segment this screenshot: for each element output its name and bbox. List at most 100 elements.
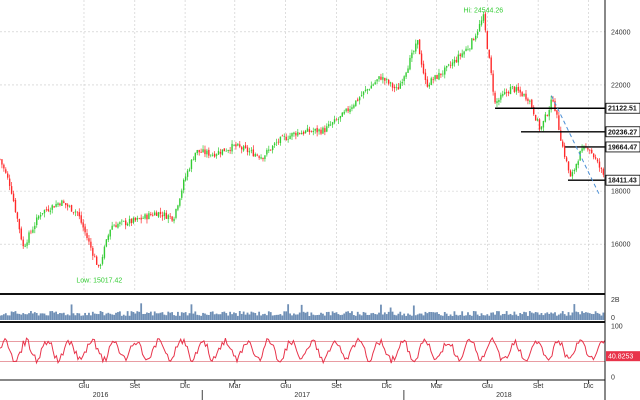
volume-bar	[190, 304, 193, 320]
candle-body	[434, 75, 436, 80]
price-grid	[0, 0, 605, 292]
candle-body	[51, 205, 53, 210]
candle-body	[90, 241, 92, 248]
volume-bar	[579, 314, 582, 320]
candle-body	[502, 94, 504, 96]
candle-body	[331, 122, 334, 125]
volume-bar	[184, 312, 187, 320]
volume-bar	[426, 313, 429, 320]
volume-y-axis: 2B 0	[611, 297, 620, 322]
candle-body	[65, 203, 67, 206]
candle-body	[268, 149, 270, 151]
volume-bar	[186, 315, 189, 320]
candle-body	[488, 49, 490, 58]
volume-bar	[8, 315, 11, 320]
candle-body	[287, 139, 289, 140]
volume-bar	[103, 315, 106, 320]
candle-body	[184, 176, 187, 181]
volume-bar	[600, 315, 603, 320]
candle-body	[386, 79, 388, 81]
volume-bar	[14, 311, 17, 320]
candle-body	[260, 157, 262, 159]
candle-body	[463, 51, 465, 55]
volume-bar	[407, 313, 409, 320]
volume-bar	[434, 312, 437, 320]
candle-body	[244, 145, 247, 148]
volume-bar	[157, 313, 160, 320]
level-label: 18411.43	[608, 178, 637, 185]
volume-bar	[490, 312, 493, 320]
volume-bar	[486, 314, 489, 320]
volume-bar	[397, 313, 400, 320]
candle-body	[349, 109, 351, 113]
volume-bar	[331, 311, 334, 320]
volume-bar	[93, 313, 96, 320]
candle-body	[210, 154, 212, 156]
candle-body	[5, 169, 7, 173]
candle-body	[602, 169, 605, 175]
oscillator-panel: 100 0 40.8253	[0, 324, 640, 382]
volume-bar	[238, 311, 241, 320]
volume-bar	[167, 311, 170, 320]
volume-bar	[465, 315, 467, 320]
volume-bar	[409, 314, 411, 320]
volume-bar	[496, 311, 498, 320]
volume-bar	[175, 315, 177, 320]
candle-body	[63, 201, 65, 203]
volume-bar	[91, 311, 94, 320]
candle-body	[273, 143, 276, 146]
volume-bar	[95, 313, 98, 320]
volume-bar	[592, 314, 595, 320]
volume-bar	[540, 312, 543, 320]
volume-bar	[236, 315, 239, 320]
candle-body	[94, 256, 96, 258]
candle-body	[150, 213, 152, 215]
candle-body	[26, 242, 28, 246]
volume-bar	[76, 313, 79, 320]
volume-bar	[550, 312, 553, 320]
candle-body	[587, 148, 589, 150]
candle-body	[270, 149, 272, 151]
candle-body	[200, 151, 202, 153]
volume-bar	[277, 314, 280, 320]
volume-bar	[134, 313, 137, 320]
candle-body	[540, 126, 543, 130]
volume-bar	[144, 313, 146, 320]
volume-bar	[294, 314, 297, 320]
volume-bar	[300, 304, 303, 320]
candle-body	[413, 51, 415, 52]
volume-bar	[323, 315, 326, 320]
candle-body	[109, 229, 111, 237]
high-annotation: Hi: 24544.26	[463, 7, 503, 14]
candle-body	[36, 217, 38, 226]
volume-bar	[82, 315, 85, 320]
candle-body	[163, 212, 166, 217]
volume-bar	[380, 304, 382, 320]
candle-body	[266, 150, 268, 155]
volume-bar	[24, 314, 27, 320]
candle-body	[446, 65, 448, 68]
volume-bar	[281, 315, 284, 320]
candle-body	[136, 217, 138, 220]
candle-body	[573, 169, 576, 172]
candle-body	[171, 216, 173, 221]
volume-bar	[557, 314, 560, 320]
price-tick-label: 22000	[611, 82, 631, 89]
candle-body	[32, 229, 34, 233]
volume-bar	[196, 314, 199, 320]
candle-body	[80, 215, 82, 223]
volume-bar	[480, 313, 483, 320]
candle-body	[416, 40, 419, 45]
candle-body	[347, 108, 349, 112]
volume-bar	[178, 315, 181, 320]
candle-body	[504, 92, 506, 94]
candle-body	[341, 112, 343, 117]
volume-bar	[530, 312, 533, 320]
volume-bar	[352, 315, 355, 320]
candle-body	[142, 218, 144, 219]
volume-bar	[252, 312, 255, 320]
x-tick-label: Dic	[583, 383, 594, 390]
candle-body	[575, 163, 577, 171]
volume-bar	[148, 312, 150, 320]
volume-bar	[74, 315, 77, 320]
